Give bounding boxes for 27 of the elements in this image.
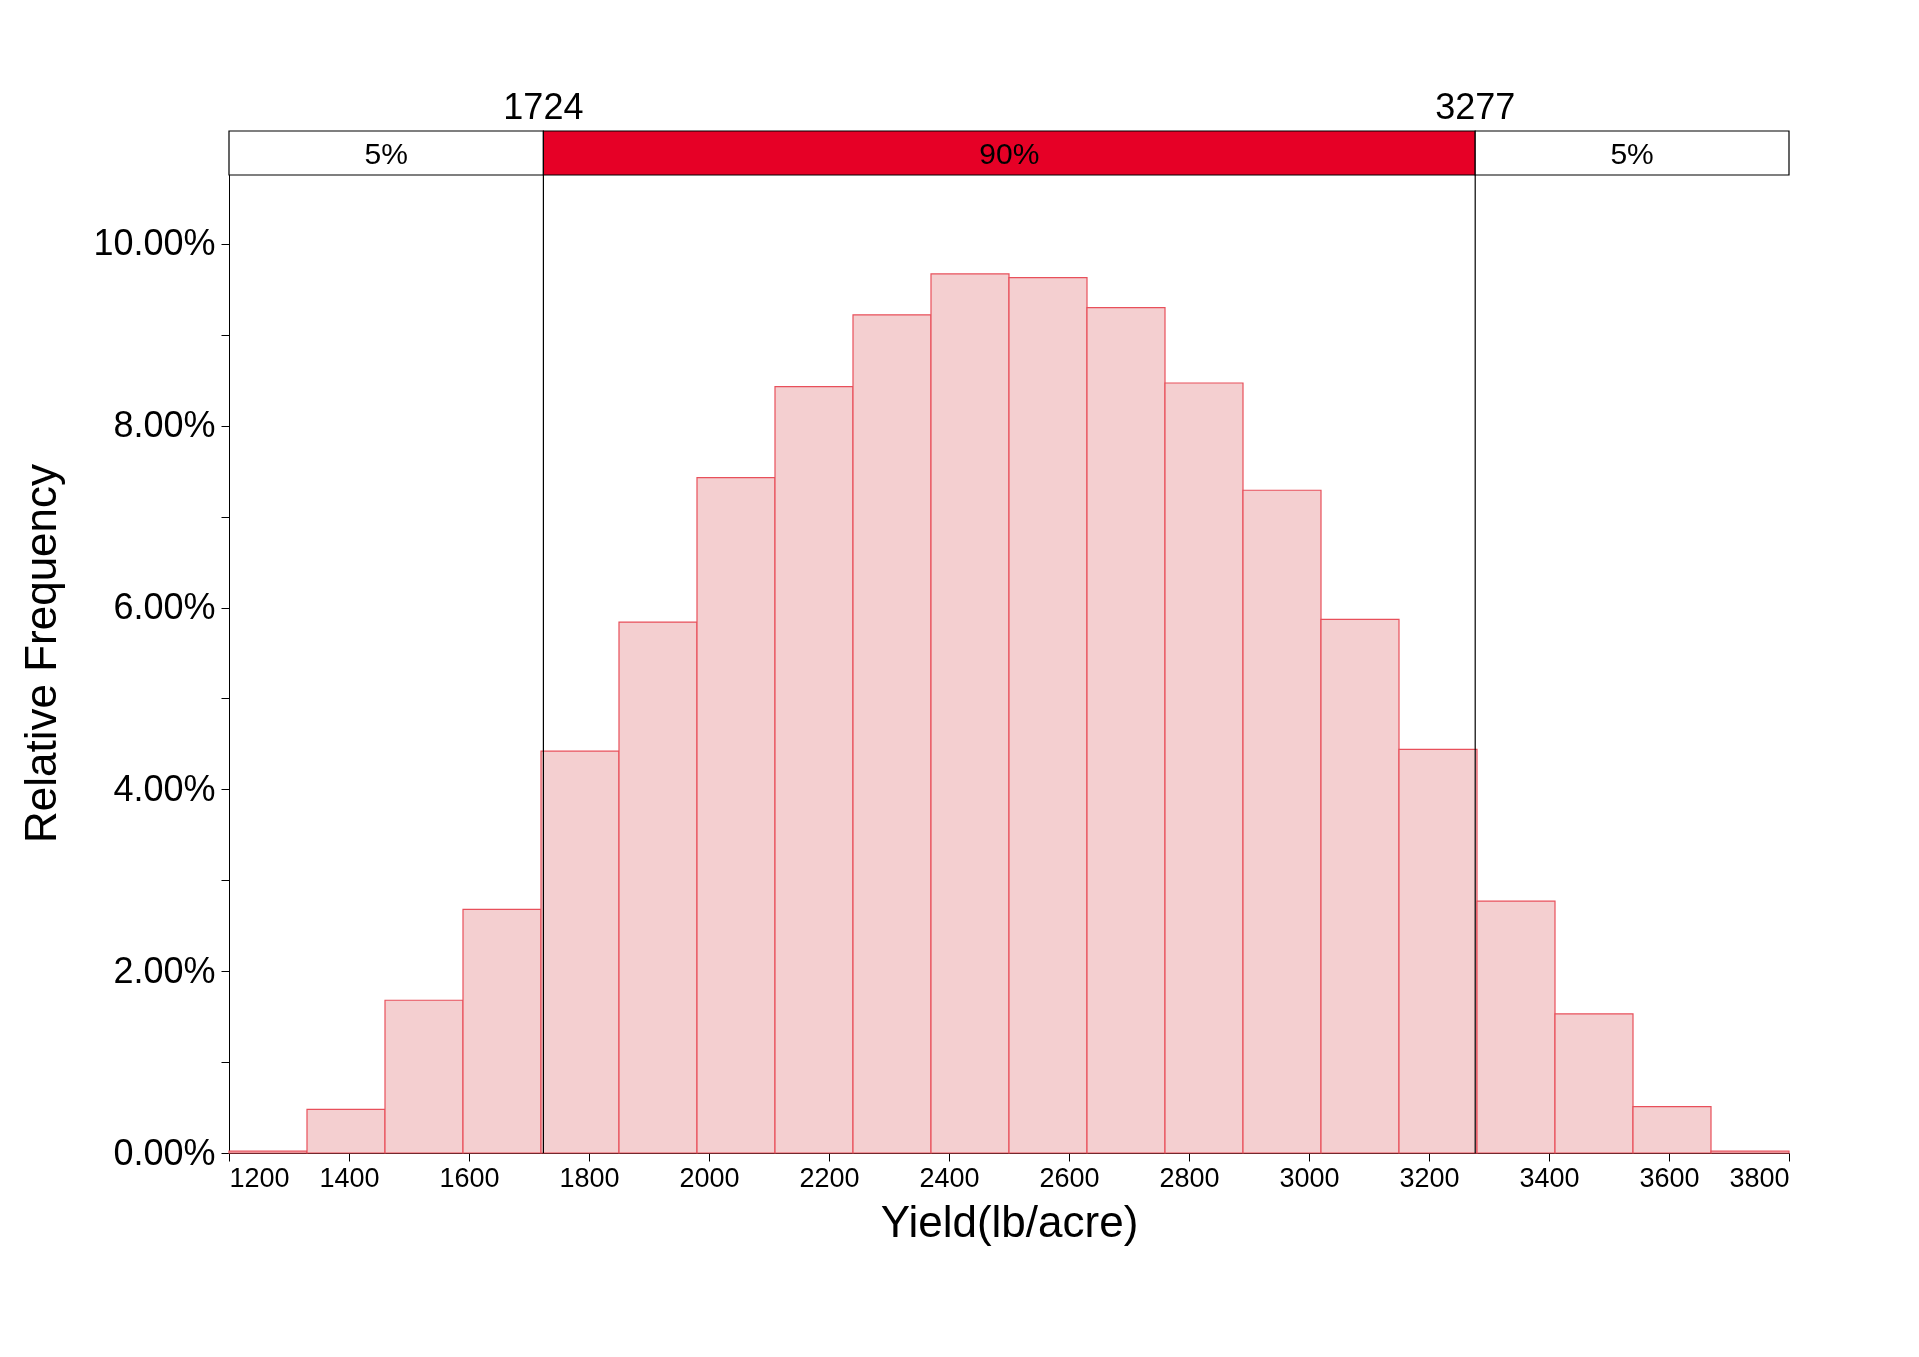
x-tick-label: 2600 [1039,1162,1100,1193]
x-tick-label: 3400 [1519,1162,1580,1193]
x-axis-title: Yield(lb/acre) [880,1196,1139,1246]
x-tick-label: 2000 [679,1162,740,1193]
y-tick-label: 8.00% [113,404,216,446]
y-tick-label: 4.00% [113,767,216,809]
x-tick-label: 3800 [1729,1162,1790,1193]
x-tick-label: 1600 [439,1162,500,1193]
x-tick-label: 2800 [1159,1162,1220,1193]
x-tick-label: 3200 [1399,1162,1460,1193]
x-tick-label: 3000 [1279,1162,1340,1193]
x-tick-label: 2200 [799,1162,860,1193]
y-tick-label: 2.00% [113,949,216,991]
y-tick-label: 6.00% [113,586,216,628]
annotation: 5% [1610,137,1654,170]
y-tick-label: 0.00% [113,1131,216,1173]
y-axis-title: Relative Frequency [16,463,66,844]
x-tick-label: 1800 [559,1162,620,1193]
x-tick-label: 1400 [319,1162,380,1193]
x-tick-label: 1200 [229,1162,290,1193]
annotation: 90% [979,137,1040,170]
ref-line-label: 3277 [1435,86,1516,127]
annotation: 5% [364,137,408,170]
y-tick-label: 10.00% [93,222,216,264]
ref-line-label: 1724 [503,86,584,127]
x-tick-label: 3600 [1639,1162,1700,1193]
x-tick-label: 2400 [919,1162,980,1193]
